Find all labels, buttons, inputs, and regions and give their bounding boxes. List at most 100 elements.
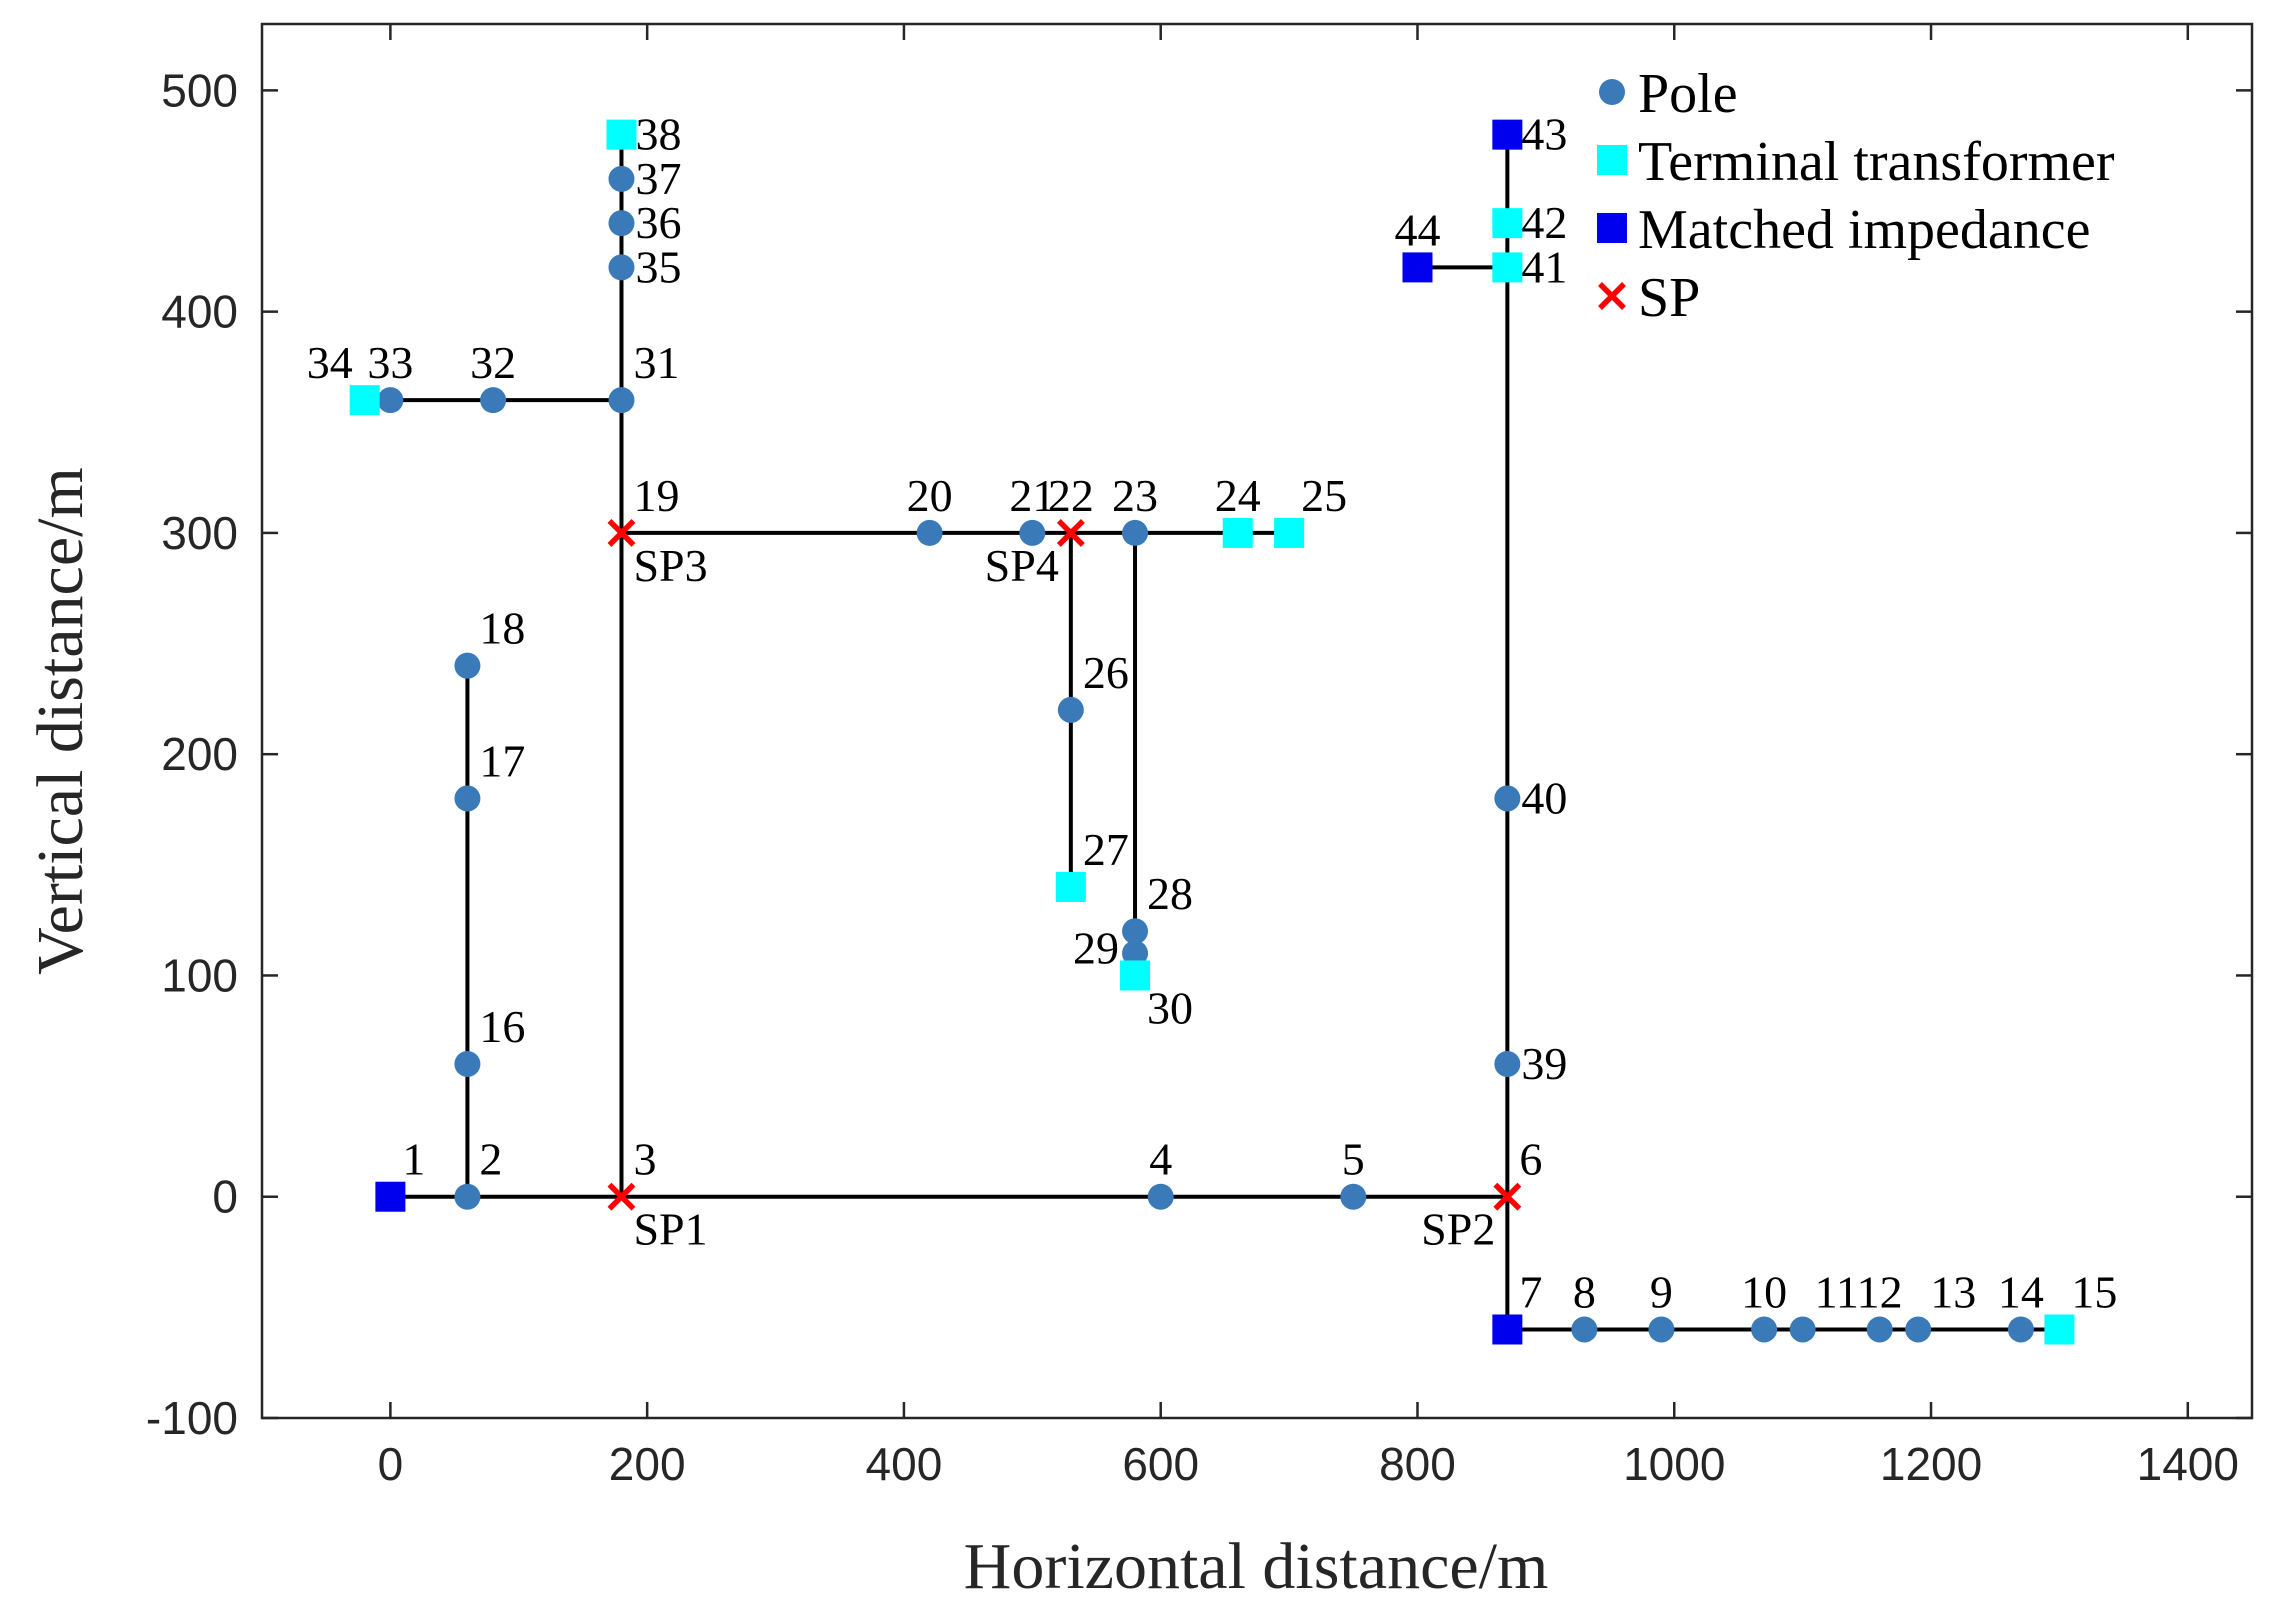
- sp-marker: [607, 1182, 636, 1211]
- matched-impedance-marker: [1492, 1314, 1523, 1345]
- pole-marker: [1789, 1316, 1816, 1343]
- sp-stroke: [1493, 1182, 1522, 1211]
- y-tick-label: 300: [161, 507, 238, 559]
- node-label: 7: [1519, 1266, 1542, 1317]
- node-label: 33: [367, 337, 413, 388]
- node-label: 9: [1650, 1266, 1673, 1317]
- node-label: 34: [307, 337, 353, 388]
- terminal-transformer-marker: [1274, 517, 1305, 548]
- node-label: 36: [635, 197, 681, 248]
- pole-marker: [454, 1050, 481, 1077]
- pole-marker: [608, 254, 635, 281]
- sp-label: SP4: [985, 540, 1059, 591]
- pole-marker: [454, 785, 481, 812]
- node-label: 40: [1521, 772, 1567, 823]
- legend-label: Terminal transformer: [1638, 131, 2115, 193]
- node-label: 11: [1815, 1266, 1859, 1317]
- pole-marker: [480, 387, 507, 414]
- pole-marker: [1494, 785, 1521, 812]
- pole-marker: [1571, 1316, 1598, 1343]
- y-tick-label: 100: [161, 949, 238, 1001]
- node-label: 23: [1112, 470, 1158, 521]
- matched-impedance-marker: [375, 1181, 406, 1212]
- node-label: 6: [1519, 1134, 1542, 1185]
- sp-label: SP2: [1421, 1204, 1495, 1255]
- sp-label: SP3: [633, 540, 707, 591]
- node-label: 18: [479, 603, 525, 654]
- legend-label: Matched impedance: [1638, 199, 2090, 261]
- node-label: 5: [1342, 1134, 1365, 1185]
- x-tick-label: 600: [1122, 1438, 1199, 1490]
- node-label: 30: [1147, 982, 1193, 1033]
- pole-marker: [1751, 1316, 1778, 1343]
- node-label: 41: [1521, 241, 1567, 292]
- terminal-transformer-marker: [1222, 517, 1253, 548]
- node-label: 8: [1573, 1266, 1596, 1317]
- pole-marker: [454, 1183, 481, 1210]
- y-tick-label: 500: [161, 64, 238, 116]
- node-label: 37: [635, 153, 681, 204]
- pole-marker: [1147, 1183, 1174, 1210]
- node-label: 28: [1147, 868, 1193, 919]
- node-label: 22: [1048, 470, 1094, 521]
- matched-impedance-marker: [1402, 252, 1433, 283]
- x-tick-label: 200: [609, 1438, 686, 1490]
- node-label: 26: [1083, 647, 1129, 698]
- node-label: 14: [1998, 1266, 2044, 1317]
- node-label: 39: [1521, 1038, 1567, 1089]
- pole-marker: [1866, 1316, 1893, 1343]
- matched-impedance-marker: [1492, 119, 1523, 150]
- node-label: 19: [633, 470, 679, 521]
- legend-pole-marker: [1599, 79, 1625, 105]
- sp-stroke: [607, 1182, 636, 1211]
- pole-marker: [1122, 918, 1149, 945]
- terminal-transformer-marker: [1055, 871, 1086, 902]
- node-label: 3: [633, 1134, 656, 1185]
- sp-stroke: [1056, 518, 1085, 547]
- node-label: 42: [1521, 197, 1567, 248]
- y-tick-label: 200: [161, 728, 238, 780]
- sp-stroke: [607, 518, 636, 547]
- node-label: 10: [1741, 1266, 1787, 1317]
- pole-marker: [377, 387, 404, 414]
- legend-matched-impedance-marker: [1597, 213, 1627, 243]
- terminal-transformer-marker: [1492, 252, 1523, 283]
- node-label: 17: [479, 735, 525, 786]
- node-label: 16: [479, 1001, 525, 1052]
- sp-label: SP1: [633, 1204, 707, 1255]
- x-tick-label: 0: [378, 1438, 404, 1490]
- node-label: 43: [1521, 109, 1567, 160]
- x-tick-label: 400: [866, 1438, 943, 1490]
- sp-marker: [1493, 1182, 1522, 1211]
- pole-marker: [916, 519, 943, 546]
- node-label: 15: [2071, 1266, 2117, 1317]
- pole-marker: [1494, 1050, 1521, 1077]
- pole-marker: [1057, 696, 1084, 723]
- pole-marker: [1019, 519, 1046, 546]
- node-label: 1: [402, 1134, 425, 1185]
- node-label: 2: [479, 1134, 502, 1185]
- sp-stroke: [1598, 282, 1626, 310]
- pole-marker: [2007, 1316, 2034, 1343]
- node-label: 32: [470, 337, 516, 388]
- axes-layer: 0 200 400 600 800 1000 1200 1400-10001002003004…: [146, 24, 2252, 1490]
- node-label: 35: [635, 241, 681, 292]
- node-label: 31: [633, 337, 679, 388]
- terminal-transformer-marker: [349, 385, 380, 416]
- terminal-transformer-marker: [1120, 960, 1151, 991]
- pole-marker: [1122, 519, 1149, 546]
- node-label: 21: [1009, 470, 1055, 521]
- pole-marker: [608, 387, 635, 414]
- pole-marker: [608, 165, 635, 192]
- pole-marker: [608, 210, 635, 237]
- y-tick-label: -100: [146, 1392, 238, 1444]
- node-label: 44: [1394, 204, 1440, 255]
- node-label: 20: [907, 470, 953, 521]
- terminal-transformer-marker: [2044, 1314, 2075, 1345]
- legend-item-pole: Pole: [1599, 63, 1738, 125]
- sp-marker: [1056, 518, 1085, 547]
- plot-frame: [260, 22, 2254, 1420]
